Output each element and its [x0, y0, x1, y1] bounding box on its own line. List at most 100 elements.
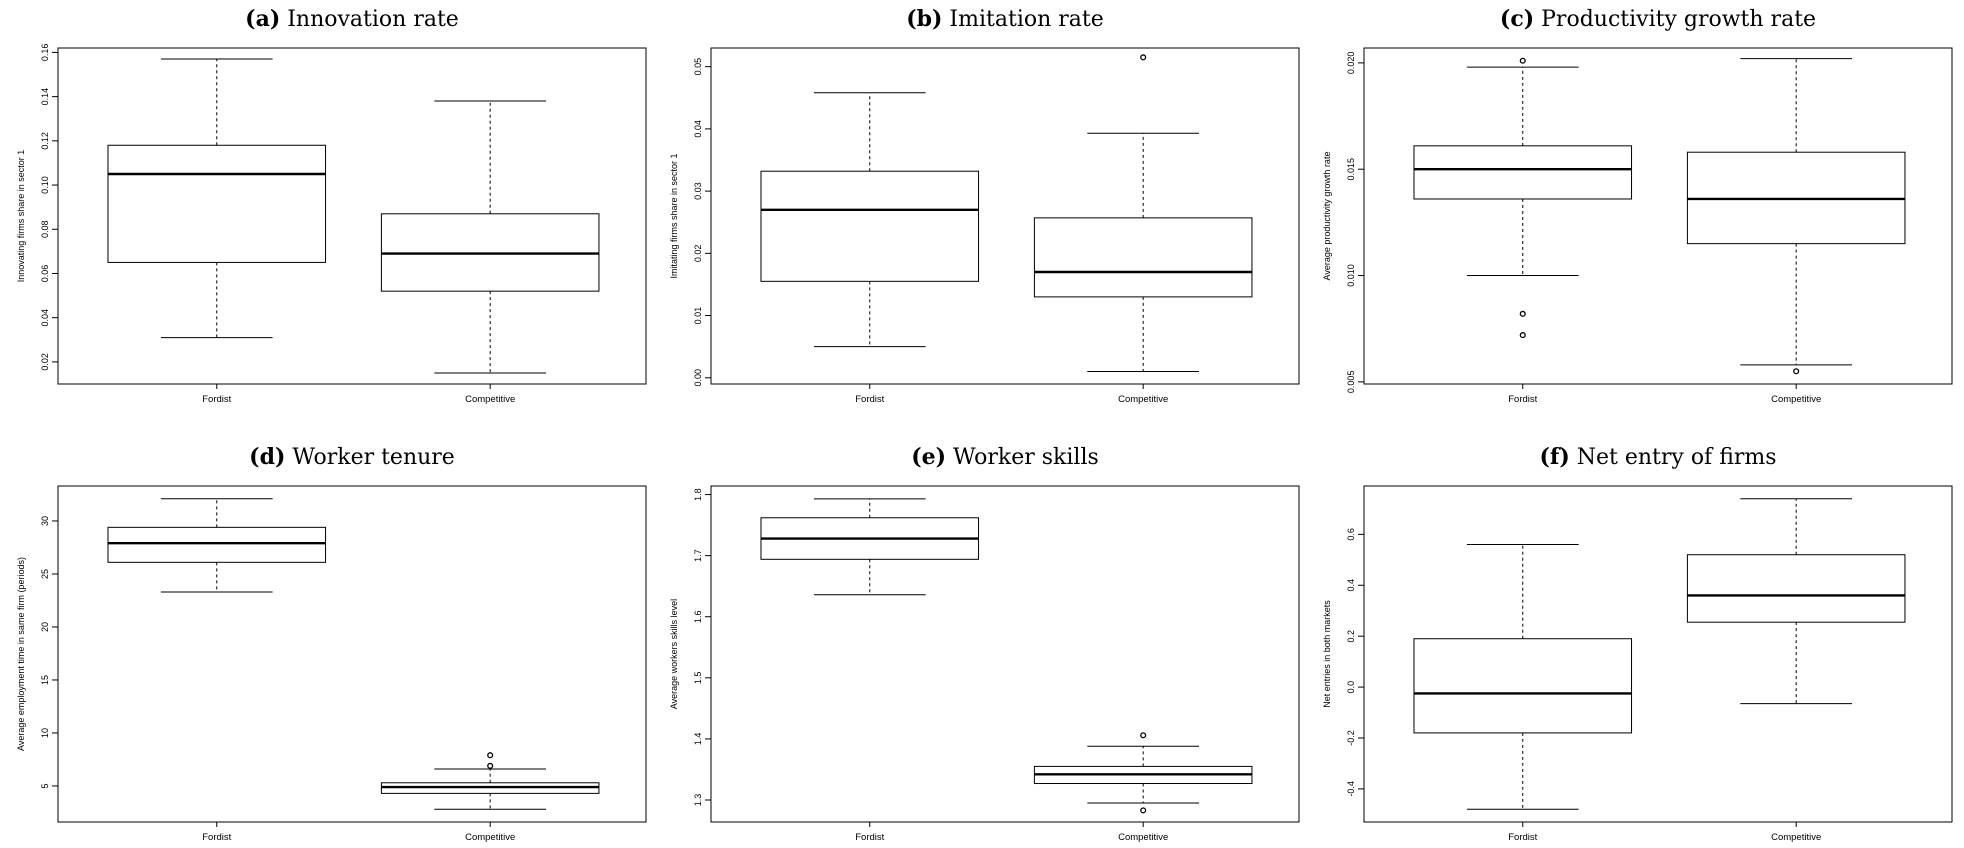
panel-5: (e) Worker skills 1.3 1.4 1.5 1.6 1.7 1.8 Avera… [669, 444, 1300, 843]
y-tick-label: 0.04 [40, 309, 50, 327]
box-competitive [1686, 58, 1906, 375]
iqr-box [1686, 554, 1906, 623]
panel-title: (d) Worker tenure [249, 444, 455, 470]
panel-letter: (e) [911, 444, 946, 470]
y-tick-label: 1.6 [693, 610, 703, 623]
panel-letter: (f) [1539, 444, 1569, 470]
box-fordist [1413, 544, 1633, 810]
y-tick-label: 0.03 [693, 182, 703, 200]
y-tick-label: 0.4 [1346, 579, 1356, 592]
box-fordist [107, 498, 327, 593]
y-tick-label: 0.015 [1346, 158, 1356, 181]
y-tick-label: 15 [40, 675, 50, 685]
y-tick-label: 0.01 [693, 307, 703, 325]
y-axis-label: Average employment time in same firm (pe… [16, 557, 26, 751]
panel-title-text: Worker tenure [285, 445, 454, 470]
y-tick-label: -0.2 [1346, 730, 1356, 746]
y-tick-label: 1.7 [693, 549, 703, 562]
outlier-point [487, 752, 494, 759]
plot-frame [57, 47, 647, 385]
x-category-label: Fordist [855, 394, 884, 405]
outlier-point [1519, 57, 1526, 64]
y-tick-label: 1.8 [693, 488, 703, 501]
x-category-label: Competitive [465, 832, 515, 843]
panel-title-text: Worker skills [946, 445, 1099, 470]
y-tick-label: 5 [40, 783, 50, 788]
outlier-point [1140, 732, 1147, 739]
x-category-label: Fordist [855, 832, 884, 843]
panel-title-text: Net entry of firms [1570, 445, 1777, 470]
panel-title: (f) Net entry of firms [1539, 444, 1776, 470]
iqr-box [760, 170, 980, 282]
y-axis-label: Imitating firms share in sector 1 [669, 153, 679, 278]
y-axis-label: Average productivity growth rate [1322, 152, 1332, 281]
y-tick-label: 0.00 [693, 369, 703, 387]
outlier-point [1793, 368, 1800, 375]
panel-title: (c) Productivity growth rate [1500, 6, 1816, 32]
x-category-label: Fordist [202, 832, 231, 843]
y-tick-label: 20 [40, 622, 50, 632]
panel-letter: (b) [906, 6, 942, 32]
box-competitive [380, 752, 600, 810]
x-category-label: Fordist [202, 394, 231, 405]
panel-title-text: Imitation rate [942, 7, 1103, 32]
y-tick-label: 0.06 [40, 265, 50, 283]
y-tick-label: 0.02 [40, 353, 50, 371]
y-axis-label: Net entries in both markets [1322, 600, 1332, 708]
panel-1: (a) Innovation rate 0.02 0.04 0.06 0.08 0.10 0… [16, 6, 647, 405]
y-axis-label: Innovating firms share in sector 1 [16, 150, 26, 283]
y-tick-label: 0.0 [1346, 681, 1356, 694]
box-competitive [1686, 498, 1906, 705]
panel-letter: (d) [249, 444, 285, 470]
iqr-box [107, 144, 327, 263]
y-tick-label: 1.3 [693, 794, 703, 807]
y-tick-label: 25 [40, 569, 50, 579]
panel-letter: (a) [245, 6, 280, 32]
box-competitive [1033, 54, 1253, 373]
y-tick-label: 30 [40, 516, 50, 526]
box-competitive [380, 100, 600, 374]
x-category-label: Competitive [1118, 394, 1168, 405]
iqr-box [1413, 638, 1633, 734]
outlier-point [1519, 310, 1526, 317]
box-competitive [1033, 732, 1253, 814]
x-category-label: Competitive [1771, 394, 1821, 405]
y-tick-label: 0.04 [693, 120, 703, 138]
panel-title: (b) Imitation rate [906, 6, 1104, 32]
x-category-label: Fordist [1508, 394, 1537, 405]
y-tick-label: 0.10 [40, 176, 50, 194]
y-tick-label: 0.2 [1346, 630, 1356, 643]
y-tick-label: 1.5 [693, 672, 703, 685]
outlier-point [487, 762, 494, 769]
x-category-label: Competitive [1771, 832, 1821, 843]
plot-frame [1363, 485, 1953, 823]
outlier-point [1519, 332, 1526, 339]
y-tick-label: 0.020 [1346, 52, 1356, 75]
panel-title-text: Innovation rate [280, 7, 459, 32]
y-tick-label: 0.08 [40, 220, 50, 238]
y-tick-label: 0.6 [1346, 528, 1356, 541]
y-tick-label: -0.4 [1346, 781, 1356, 797]
plot-frame [710, 47, 1300, 385]
panel-3: (c) Productivity growth rate 0.005 0.010 0.… [1322, 6, 1953, 405]
x-category-label: Competitive [1118, 832, 1168, 843]
y-tick-label: 0.12 [40, 132, 50, 150]
plot-frame [1363, 47, 1953, 385]
panel-title-text: Productivity growth rate [1534, 7, 1816, 32]
y-axis-label: Average workers skills level [669, 599, 679, 709]
panel-title: (a) Innovation rate [245, 6, 459, 32]
plot-frame [57, 485, 647, 823]
y-tick-label: 0.14 [40, 88, 50, 106]
panel-title: (e) Worker skills [911, 444, 1099, 470]
panel-letter: (c) [1500, 6, 1534, 32]
outlier-point [1140, 54, 1147, 61]
iqr-box [1033, 217, 1253, 298]
y-tick-label: 0.02 [693, 245, 703, 263]
box-fordist [760, 92, 980, 348]
y-tick-label: 0.005 [1346, 371, 1356, 394]
iqr-box [107, 526, 327, 563]
box-fordist [1413, 57, 1633, 339]
box-fordist [760, 498, 980, 596]
y-tick-label: 0.010 [1346, 264, 1356, 287]
